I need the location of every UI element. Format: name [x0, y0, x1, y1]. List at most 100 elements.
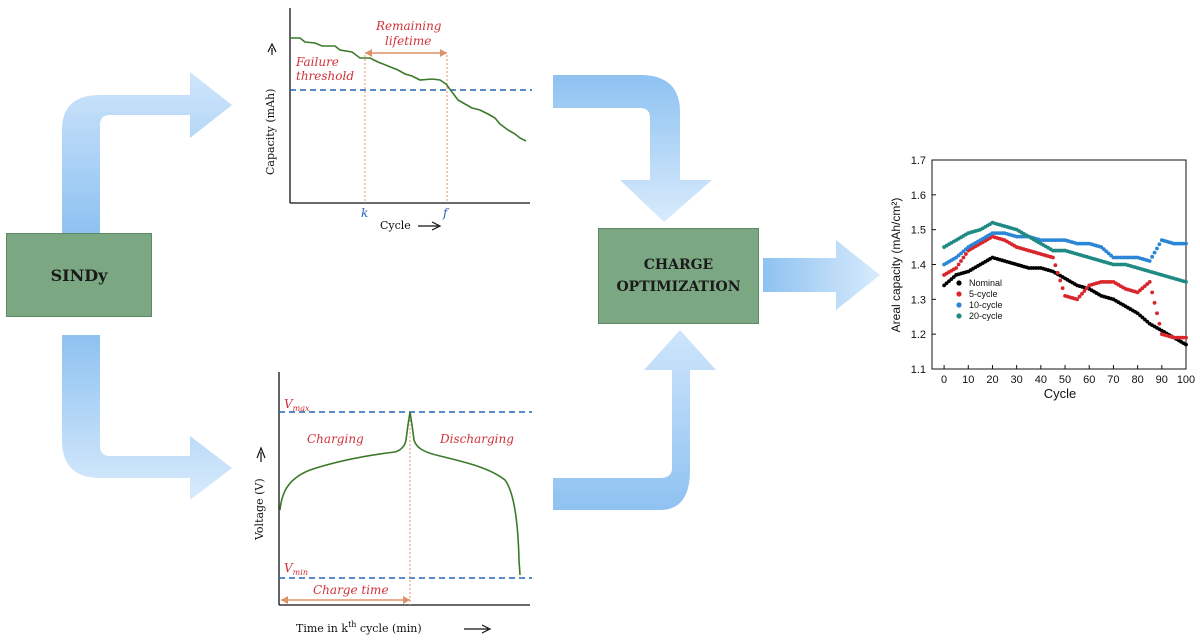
chart-points-layer — [942, 220, 1188, 347]
x-tick-label: 80 — [1131, 374, 1143, 386]
chart-x-label: Cycle — [1044, 386, 1077, 401]
y-tick-label: 1.4 — [911, 260, 926, 272]
data-point-5-cycle — [1084, 286, 1089, 291]
legend-label-nominal: Nominal — [969, 278, 1002, 288]
x-tick-label: 0 — [941, 374, 947, 386]
data-point-5-cycle — [1155, 311, 1159, 316]
charge-optimization-box: CHARGE OPTIMIZATION — [598, 228, 759, 324]
voltage-x-label: Time in kth cycle (min) — [296, 620, 422, 635]
remaining-lifetime-arrow-right — [440, 49, 447, 57]
data-point-5-cycle — [954, 266, 959, 270]
y-tick-label: 1.7 — [911, 155, 926, 167]
data-point-nominal — [1184, 342, 1188, 347]
x-tick-label: 100 — [1177, 374, 1195, 386]
legend-marker-5-cycle — [956, 291, 962, 297]
legend-marker-20-cycle — [956, 313, 962, 319]
sindy-box: SINDy — [6, 233, 152, 317]
data-point-5-cycle — [1150, 290, 1155, 295]
remaining-lifetime-label-line2: lifetime — [385, 34, 431, 48]
data-point-10-cycle — [1184, 241, 1188, 246]
data-point-5-cycle — [1053, 263, 1058, 268]
flow-arrow-capacity-to-optimization — [553, 75, 712, 222]
voltage-curve — [279, 411, 521, 576]
legend-marker-10-cycle — [956, 302, 962, 308]
y-tick-label: 1.1 — [911, 364, 926, 376]
flow-arrow-sindy-to-capacity — [62, 72, 232, 233]
areal-capacity-chart: 0 10 20 30 40 50 60 70 80 90 100 1.1 1.2 1.3 1.4 1.5 1.6… — [889, 155, 1195, 401]
y-tick-label: 1.2 — [911, 329, 926, 341]
x-tick-label: 90 — [1156, 374, 1168, 386]
charging-label: Charging — [307, 432, 364, 446]
x-tick-label: 50 — [1059, 374, 1071, 386]
capacity-plot: Capacity (mAh) Cycle Remaining lifetime … — [264, 8, 532, 232]
flow-arrow-sindy-to-voltage — [62, 335, 232, 500]
legend-label-5-cycle: 5-cycle — [969, 289, 998, 299]
data-point-5-cycle — [1075, 297, 1080, 302]
data-point-5-cycle — [1082, 289, 1087, 293]
discharging-label: Discharging — [439, 432, 514, 446]
charge-time-arrow-right — [403, 596, 410, 604]
data-point-5-cycle — [1051, 255, 1055, 260]
capacity-y-label-arrow — [267, 42, 277, 55]
data-point-10-cycle — [1150, 254, 1155, 259]
failure-threshold-label-line1: Failure — [295, 55, 339, 69]
capacity-y-label: Capacity (mAh) — [264, 89, 277, 175]
vmax-label: Vmax — [284, 397, 310, 413]
chart-tick-layer: 0 10 20 30 40 50 60 70 80 90 100 1.1 1.2 1.3 1.4 1.5 1.6… — [911, 155, 1195, 386]
data-point-5-cycle — [961, 255, 966, 260]
legend-label-10-cycle: 10-cycle — [969, 300, 1003, 310]
data-point-5-cycle — [1058, 278, 1063, 283]
y-tick-label: 1.6 — [911, 190, 926, 202]
y-tick-label: 1.3 — [911, 294, 926, 306]
capacity-x-label-arrow — [418, 221, 442, 231]
x-tick-label: 20 — [986, 374, 998, 386]
x-tick-label: 30 — [1011, 374, 1023, 386]
f-label: f — [442, 206, 450, 220]
data-point-5-cycle — [1077, 294, 1082, 299]
data-point-10-cycle — [1147, 259, 1152, 263]
chart-plot-frame — [931, 159, 1187, 370]
data-point-10-cycle — [1157, 242, 1162, 247]
data-point-5-cycle — [1060, 286, 1065, 291]
legend-label-20-cycle: 20-cycle — [969, 311, 1003, 321]
voltage-plot: Voltage (V) Time in kth cycle (min) Vmax… — [253, 372, 532, 635]
remaining-lifetime-arrow-left — [365, 49, 372, 57]
capacity-curve — [290, 37, 527, 142]
flow-arrow-optimization-to-chart — [763, 240, 880, 310]
data-point-5-cycle — [963, 252, 968, 256]
x-tick-label: 10 — [962, 374, 974, 386]
flow-arrow-voltage-to-optimization — [553, 330, 716, 510]
charge-time-arrow-left — [281, 596, 288, 604]
data-point-10-cycle — [1152, 250, 1157, 255]
data-point-5-cycle — [959, 259, 963, 263]
data-point-5-cycle — [956, 262, 961, 267]
y-tick-label: 1.5 — [911, 225, 926, 237]
charge-optimization-line1: CHARGE — [643, 257, 714, 273]
remaining-lifetime-label-line1: Remaining — [375, 19, 442, 33]
data-point-20-cycle — [1184, 280, 1188, 284]
vmin-label: Vmin — [284, 561, 308, 577]
capacity-x-label: Cycle — [380, 219, 411, 232]
voltage-y-label: Voltage (V) — [253, 478, 266, 541]
x-tick-label: 60 — [1083, 374, 1095, 386]
voltage-x-label-arrow — [464, 624, 492, 634]
data-point-5-cycle — [1147, 280, 1152, 284]
k-label: k — [361, 206, 368, 220]
charge-time-label: Charge time — [313, 583, 389, 597]
chart-y-label: Areal capacity (mAh/cm²) — [889, 198, 903, 333]
failure-threshold-label-line2: threshold — [296, 69, 354, 83]
data-point-5-cycle — [1080, 291, 1084, 296]
x-tick-label: 70 — [1107, 374, 1119, 386]
data-point-10-cycle — [1155, 246, 1159, 251]
data-point-5-cycle — [1157, 321, 1162, 326]
sindy-label: SINDy — [50, 265, 108, 285]
data-point-5-cycle — [1055, 270, 1060, 275]
voltage-y-label-arrow — [256, 446, 266, 462]
charge-optimization-line2: OPTIMIZATION — [616, 279, 741, 295]
data-point-5-cycle — [1152, 300, 1157, 305]
legend-marker-nominal — [956, 280, 962, 286]
data-point-5-cycle — [1184, 335, 1188, 340]
x-tick-label: 40 — [1035, 374, 1047, 386]
